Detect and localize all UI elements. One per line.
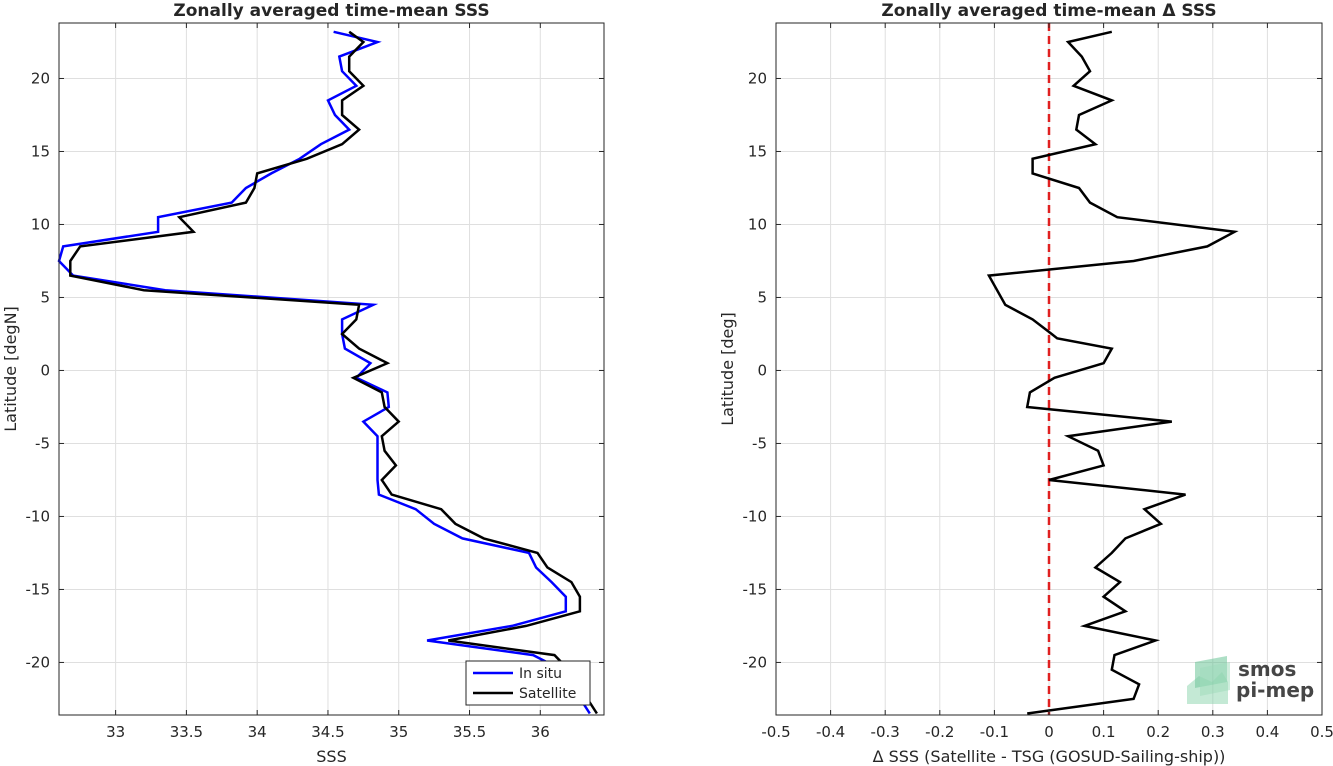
sss-y-tick-label: 10 xyxy=(31,215,50,233)
sss-grid xyxy=(59,23,604,715)
legend: In situ Satellite xyxy=(465,660,591,706)
delta-y-tick-label: 10 xyxy=(748,215,767,233)
sss-series-line-in-situ xyxy=(57,30,591,715)
delta-x-tick-label: 0 xyxy=(1044,723,1054,741)
sss-x-tick-label: 36 xyxy=(531,723,550,741)
delta-x-tick-label: 0.1 xyxy=(1092,723,1116,741)
sss-series-group xyxy=(57,30,598,715)
sss-y-tick-label: 20 xyxy=(31,69,50,87)
delta-x-tick-label: 0.4 xyxy=(1255,723,1279,741)
sss-x-tick-label: 33 xyxy=(106,723,125,741)
sss-y-axis-label: Latitude [degN] xyxy=(1,306,20,432)
smos-pimep-logo: smos pi-mep xyxy=(1187,656,1314,704)
delta-y-tick-label: 5 xyxy=(757,288,767,306)
sss-x-tick-label: 34 xyxy=(248,723,267,741)
delta-x-tick-label: 0.3 xyxy=(1201,723,1225,741)
delta-x-tick-label: -0.4 xyxy=(816,723,845,741)
sss-series-line-satellite xyxy=(69,30,598,715)
sss-x-tick-label: 35.5 xyxy=(453,723,486,741)
sss-profile-panel: 33 33.5 34 34.5 35 35.5 36-20-15-10-505101520 … xyxy=(1,1,605,766)
delta-y-tick-label: 0 xyxy=(757,361,767,379)
delta-x-axis-label: Δ SSS (Satellite - TSG (GOSUD-Sailing-sh… xyxy=(873,747,1226,766)
delta-x-tick-label: -0.5 xyxy=(761,723,790,741)
delta-x-tick-label: 0.2 xyxy=(1146,723,1170,741)
sss-ticks: 33 33.5 34 34.5 35 35.5 36 -20 -15 -10 -5 0 5 10 15 20 xyxy=(26,23,604,741)
sss-x-tick-label: 33.5 xyxy=(170,723,203,741)
legend-box xyxy=(465,660,591,706)
delta-sss-panel: -0.5 -0.4 -0.3 -0.2 -0.1 0 0.1 0.2 0.3 0.4 0.5 -20 -… xyxy=(718,1,1333,766)
delta-chart-title: Zonally averaged time-mean Δ SSS xyxy=(881,1,1216,21)
logo-text-smos: smos xyxy=(1238,657,1296,681)
delta-y-tick-label: -15 xyxy=(743,580,768,598)
delta-y-tick-label: -10 xyxy=(743,507,768,525)
delta-series-group xyxy=(986,30,1239,715)
delta-x-tick-label: 0.5 xyxy=(1310,723,1333,741)
delta-x-tick-label: -0.2 xyxy=(925,723,954,741)
sss-x-tick-label: 35 xyxy=(389,723,408,741)
delta-x-tick-label: -0.1 xyxy=(980,723,1009,741)
sss-y-tick-label: 5 xyxy=(40,288,50,306)
delta-y-tick-label: 15 xyxy=(748,142,767,160)
delta-ticks: -0.5 -0.4 -0.3 -0.2 -0.1 0 0.1 0.2 0.3 0.4 0.5 -20 -… xyxy=(743,23,1333,741)
sss-x-axis-label: SSS xyxy=(316,747,346,766)
sss-y-tick-label: 0 xyxy=(40,361,50,379)
sss-y-tick-label: -20 xyxy=(26,653,51,671)
delta-y-tick-label: -5 xyxy=(752,434,767,452)
sss-plot-area xyxy=(59,23,604,715)
logo-text-pimep: pi-mep xyxy=(1236,678,1314,702)
sss-x-tick-label: 34.5 xyxy=(311,723,344,741)
sss-axes-box xyxy=(58,22,605,716)
sss-chart-title: Zonally averaged time-mean SSS xyxy=(173,1,489,21)
delta-y-axis-label: Latitude [deg] xyxy=(718,312,737,426)
legend-label-in-situ: In situ xyxy=(519,666,562,682)
sss-y-tick-label: 15 xyxy=(31,142,50,160)
logo-emblem-icon xyxy=(1187,656,1230,704)
delta-series-line-delta xyxy=(986,30,1239,715)
sss-y-tick-label: -5 xyxy=(35,434,50,452)
legend-label-satellite: Satellite xyxy=(519,686,576,702)
delta-x-tick-label: -0.3 xyxy=(871,723,900,741)
sss-y-tick-label: -15 xyxy=(26,580,51,598)
delta-y-tick-label: 20 xyxy=(748,69,767,87)
sss-y-tick-label: -10 xyxy=(26,507,51,525)
delta-y-tick-label: -20 xyxy=(743,653,768,671)
